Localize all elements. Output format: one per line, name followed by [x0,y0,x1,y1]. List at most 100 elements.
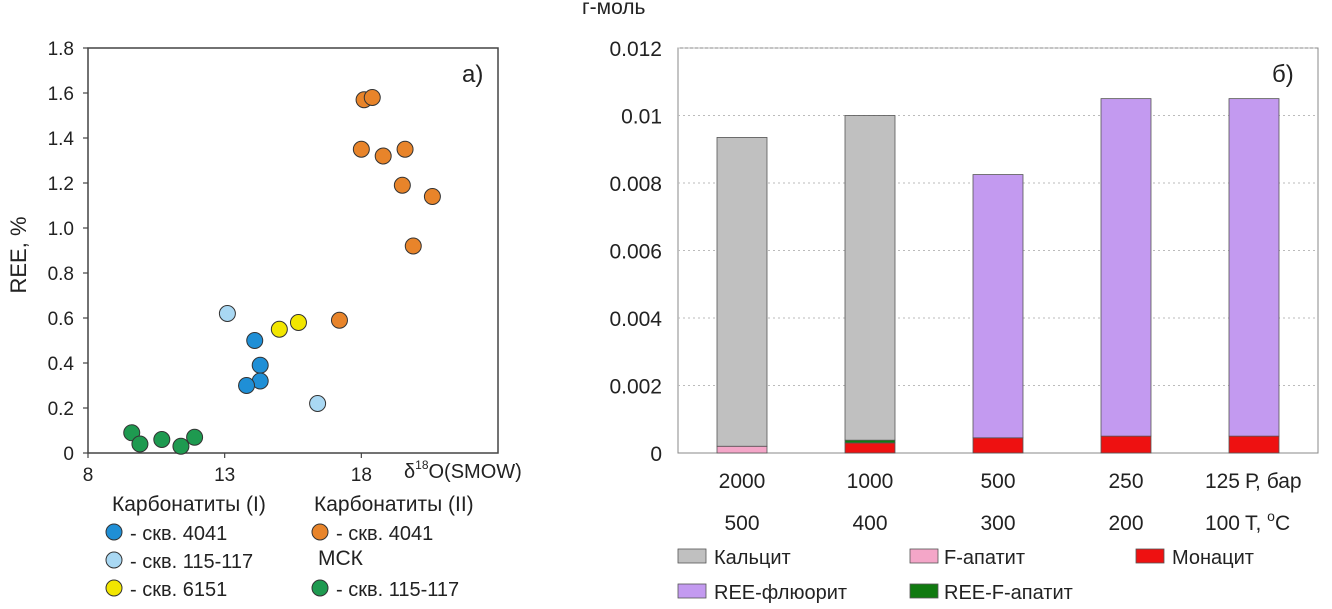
bar-segment [972,437,1024,454]
legend-group-msk: МСК [318,547,364,570]
legend-label-4041-i: - скв. 4041 [130,523,227,545]
bar-segment [1100,98,1152,437]
scatter-point [393,176,411,194]
scatter-point [270,320,288,338]
bar-x-label-pressure: 500 [980,470,1015,493]
scatter-y-tick-label: 1.8 [48,39,74,60]
scatter-point [238,377,256,394]
bar-y-tick-label: 0.01 [621,106,662,129]
scatter-y-axis-label: REE, % [6,216,31,293]
legend-marker-4041-ii [311,523,329,541]
bar-segment [844,439,896,444]
legend-label-ree-f-apatite: REE-F-апатит [944,582,1073,604]
t-unit-suffix: С [1275,512,1290,535]
scatter-point [251,356,269,374]
bar-legend: Кальцит F-апатит Монацит REE-флюорит REE… [677,547,1254,604]
bar-segment [1228,98,1280,437]
bar-segment [844,442,896,454]
scatter-point [423,188,441,205]
scatter-y-tick-label: 1.4 [48,129,75,150]
scatter-y-tick-label: 1.6 [48,84,74,105]
bar-segment [844,115,896,441]
scatter-y-tick-label: 0 [63,444,74,465]
scatter-y-tick-label: 0.8 [48,264,74,285]
bar-y-tick-label: 0.008 [609,173,662,196]
bar-y-ticks: 0 0.002 0.004 0.006 0.008 0.01 0.012 [609,38,662,466]
bar-t-unit: Т, оС [1245,508,1290,535]
bar-x-label-temperature: 200 [1108,512,1143,535]
scatter-x-tick-label: 18 [351,465,372,486]
bar-y-tick-label: 0.004 [609,308,662,331]
legend-label-115-117-msk: - скв. 115-117 [336,579,459,601]
legend-label-115-117-i: - скв. 115-117 [130,551,253,573]
bar-segment [1228,435,1280,454]
legend-label-calcite: Кальцит [714,547,791,569]
bar-x-label-pressure: 125 [1205,470,1240,493]
bar-p-unit: Р, бар [1245,470,1302,493]
legend-group-carbonatites-2: Карбонатиты (II) [314,493,474,516]
scatter-point [131,435,149,453]
scatter-point [153,431,171,448]
scatter-x-axis-label: δ18O(SMOW) [404,458,522,483]
bar-x-labels: 2000 500 1000 400 500 300 250 200 125 100 [719,470,1240,535]
scatter-y-tick-label: 0.6 [48,309,74,330]
x-label-rest: O(SMOW) [429,461,522,483]
bar-segment [716,137,768,447]
legend-swatch-monazite [1135,548,1165,564]
legend-label-monazite: Монацит [1172,547,1254,569]
scatter-panel: а) REE, % δ18O(SMOW) 00.20.40.60.81.01.2… [6,39,522,486]
legend-marker-115-117-msk [311,579,329,597]
x-label-delta: δ [404,461,415,483]
bar-segment [972,174,1024,439]
scatter-point [186,428,204,446]
scatter-point [404,237,422,255]
legend-marker-115-117-i [105,551,123,569]
bar-x-label-temperature: 100 [1205,512,1240,535]
scatter-x-tick-label: 8 [83,465,94,486]
scatter-point [352,140,370,158]
bar-x-label-pressure: 1000 [847,470,894,493]
bar-segment [716,445,768,454]
scatter-y-tick-label: 1.0 [48,219,74,240]
scatter-y-tick-label: 1.2 [48,174,74,195]
bar-x-label-pressure: 2000 [719,470,766,493]
legend-swatch-f-apatite [909,548,939,564]
bar-y-tick-label: 0.002 [609,376,662,399]
legend-marker-6151-i [105,579,123,597]
scatter-point [218,305,236,322]
scatter-point [330,311,348,329]
legend-swatch-ree-f-apatite [909,583,939,599]
legend-marker-4041-i [105,523,123,541]
scatter-point [246,332,264,349]
scatter-legend: Карбонатиты (I) Карбонатиты (II) МСК - с… [105,493,474,601]
scatter-point [363,89,381,106]
bar-y-tick-label: 0.006 [609,241,662,264]
x-label-sup: 18 [415,458,429,472]
legend-swatch-calcite [677,548,707,564]
legend-group-carbonatites-1: Карбонатиты (I) [112,493,266,516]
bar-y-tick-label: 0.012 [609,38,662,61]
scatter-x-tick-label: 13 [214,465,235,486]
bar-panel-label: б) [1272,61,1294,88]
scatter-point [374,147,392,165]
legend-swatch-ree-fluorite [677,583,707,599]
t-unit-prefix: Т, [1245,512,1267,535]
scatter-panel-label: а) [462,61,483,88]
scatter-point [289,314,307,331]
scatter-plot-area [87,47,499,454]
bar-x-label-temperature: 400 [852,512,887,535]
scatter-y-tick-label: 0.4 [48,354,75,375]
scatter-point [172,437,190,455]
bar-stacks [716,98,1280,454]
legend-label-4041-ii: - скв. 4041 [336,523,433,545]
bar-y-axis-label: г-моль [582,0,646,19]
scatter-points [123,89,441,455]
bar-x-label-temperature: 500 [724,512,759,535]
bar-segment [1100,435,1152,454]
t-unit-sup: о [1267,508,1275,524]
scatter-point [309,395,327,412]
scatter-point [396,140,414,158]
bar-y-tick-label: 0 [650,443,662,466]
bar-panel: г-моль б) 0 0.002 0.004 0.006 0.008 0.01 0.012… [582,0,1319,535]
bar-x-label-temperature: 300 [980,512,1015,535]
